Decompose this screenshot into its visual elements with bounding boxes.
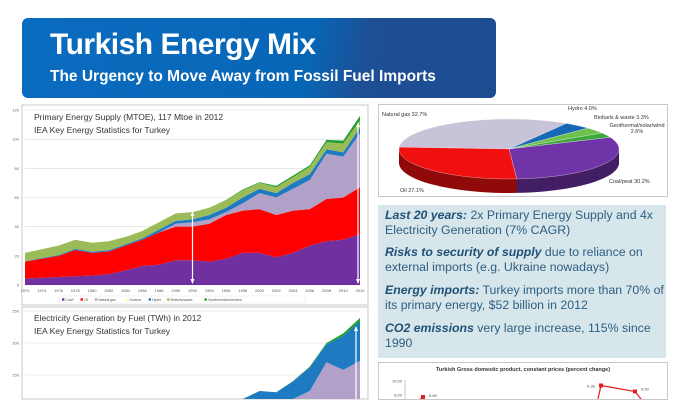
legend-label: Biofuels/waste xyxy=(171,298,193,302)
gdp-chart-box: 10.00 8.00 6.89 9.36 8.50 Turkish Gross dome… xyxy=(378,362,668,400)
y-tick-label: 150 xyxy=(12,373,19,378)
y-tick-label: 20 xyxy=(15,253,20,258)
gdp-point xyxy=(421,395,425,399)
title-banner: Turkish Energy Mix The Urgency to Move A… xyxy=(22,18,496,98)
legend-label: Geothermal/solar/wind xyxy=(208,298,242,302)
gdp-chart-svg: 10.00 8.00 6.89 9.36 8.50 xyxy=(392,379,650,399)
x-tick-label: 2008 xyxy=(322,288,332,293)
y-tick-label: 100 xyxy=(12,137,19,142)
gdp-data-label: 9.36 xyxy=(587,383,596,388)
x-tick-label: 1974 xyxy=(37,288,47,293)
x-tick-label: 1996 xyxy=(222,288,232,293)
legend-label: Hydro xyxy=(152,298,161,302)
fact-4-text: very large increase, 115% since 1990 xyxy=(385,321,651,350)
x-tick-label: 1978 xyxy=(71,288,81,293)
fact-4-heading: CO2 emissions xyxy=(385,321,474,335)
x-tick-label: 1992 xyxy=(188,288,198,293)
legend-swatch xyxy=(94,298,98,301)
page-subtitle: The Urgency to Move Away from Fossil Fue… xyxy=(50,68,436,85)
legend xyxy=(57,295,306,304)
fact-2-heading: Risks to security of supply xyxy=(385,245,542,259)
pie-label-gas: Natural gas 32.7% xyxy=(382,112,428,118)
x-tick-label: 1988 xyxy=(155,288,165,293)
legend-swatch xyxy=(167,298,170,301)
gdp-chart-title: Turkish Gross domestic product, constant… xyxy=(435,367,611,373)
pie-label-oil: Oil 27.1% xyxy=(400,188,424,194)
x-tick-label: 2002 xyxy=(272,288,282,293)
fact-2-text: due to reliance on external imports (e.g… xyxy=(385,245,643,274)
legend-label: Natural gas xyxy=(98,298,116,302)
legend-swatch xyxy=(62,298,65,301)
fact-2: Risks to security of supply due to relia… xyxy=(385,245,665,275)
x-tick-label: 2004 xyxy=(289,288,299,293)
chart2-subtitle: IEA Key Energy Statistics for Turkey xyxy=(34,326,171,336)
pie-slice-natural-gas xyxy=(399,118,567,150)
page-title: Turkish Energy Mix xyxy=(50,28,316,61)
x-tick-label: 1982 xyxy=(104,288,114,293)
y-tick-label: 80 xyxy=(15,166,20,171)
area-natural-gas xyxy=(25,133,360,262)
x-tick-label: 2012 xyxy=(356,288,366,293)
arrow-head-icon xyxy=(354,326,358,331)
x-tick-label: 2000 xyxy=(255,288,265,293)
x-tick-label: 2006 xyxy=(305,288,315,293)
pie-label-biofuels: Biofuels & waste 3.3% xyxy=(594,115,649,121)
y-tick-label: 200 xyxy=(12,341,19,346)
chart2-title: Electricity Generation by Fuel (TWh) in … xyxy=(34,313,202,323)
y-tick-label: 40 xyxy=(15,224,20,229)
gdp-point xyxy=(633,389,637,394)
area-coal- xyxy=(25,233,360,285)
legend-label: Oil xyxy=(84,298,88,302)
legend-label: Coal* xyxy=(66,298,75,302)
x-tick-label: 1972 xyxy=(21,288,31,293)
fact-1-heading: Last 20 years: xyxy=(385,208,468,222)
y-tick-label: 8.00 xyxy=(394,393,403,398)
pie-label-geothermal: Geothermal/solar/wind 2.6% xyxy=(609,123,665,135)
gdp-point xyxy=(599,383,603,388)
y-tick-label: 60 xyxy=(15,195,20,200)
pie-chart-box: Natural gas 32.7% Hydro 4.0% Biofuels & … xyxy=(378,104,668,197)
fact-1-text: 2x Primary Energy Supply and 4x Electric… xyxy=(385,208,653,237)
y-tick-label: 250 xyxy=(12,309,19,314)
fact-4: CO2 emissions very large increase, 115% … xyxy=(385,321,665,351)
legend-swatch xyxy=(125,298,129,301)
legend-swatch xyxy=(148,298,151,301)
gdp-data-label: 6.89 xyxy=(429,393,438,398)
x-tick-label: 1990 xyxy=(171,288,181,293)
x-tick-label: 1976 xyxy=(54,288,64,293)
pie-label-hydro: Hydro 4.0% xyxy=(568,106,597,112)
legend-label: Nuclear xyxy=(129,298,142,302)
legend-swatch xyxy=(80,298,83,301)
pie-slice-oil xyxy=(398,146,517,180)
area-biofuels-waste xyxy=(25,120,360,262)
gdp-data-label: 8.50 xyxy=(641,387,650,392)
x-tick-label: 1980 xyxy=(88,288,98,293)
y-tick-label: 120 xyxy=(12,108,19,113)
chart1-subtitle: IEA Key Energy Statistics for Turkey xyxy=(34,125,171,135)
pie-label-coal: Coal/peat 30.2% xyxy=(609,179,650,185)
key-facts-box: Last 20 years: 2x Primary Energy Supply … xyxy=(378,205,666,358)
fact-3: Energy imports: Turkey imports more than… xyxy=(385,283,665,313)
gdp-line xyxy=(597,384,642,399)
area-series-2 xyxy=(25,360,360,399)
chart1-title: Primary Energy Supply (MTOE), 117 Mtoe i… xyxy=(34,112,224,122)
energy-mix-pie xyxy=(398,118,620,193)
fact-3-heading: Energy imports: xyxy=(385,283,480,297)
pie-slice-coal-peat xyxy=(508,137,620,180)
y-tick-label: 0 xyxy=(17,283,20,288)
fact-3-text: Turkey imports more than 70% of its prim… xyxy=(385,283,664,312)
fact-1: Last 20 years: 2x Primary Energy Supply … xyxy=(385,208,665,238)
x-tick-label: 2010 xyxy=(339,288,349,293)
x-tick-label: 1994 xyxy=(205,288,215,293)
x-tick-label: 1984 xyxy=(121,288,131,293)
y-tick-label: 10.00 xyxy=(392,379,403,384)
legend-swatch xyxy=(204,298,207,301)
x-tick-label: 1998 xyxy=(238,288,248,293)
x-tick-label: 1986 xyxy=(138,288,148,293)
